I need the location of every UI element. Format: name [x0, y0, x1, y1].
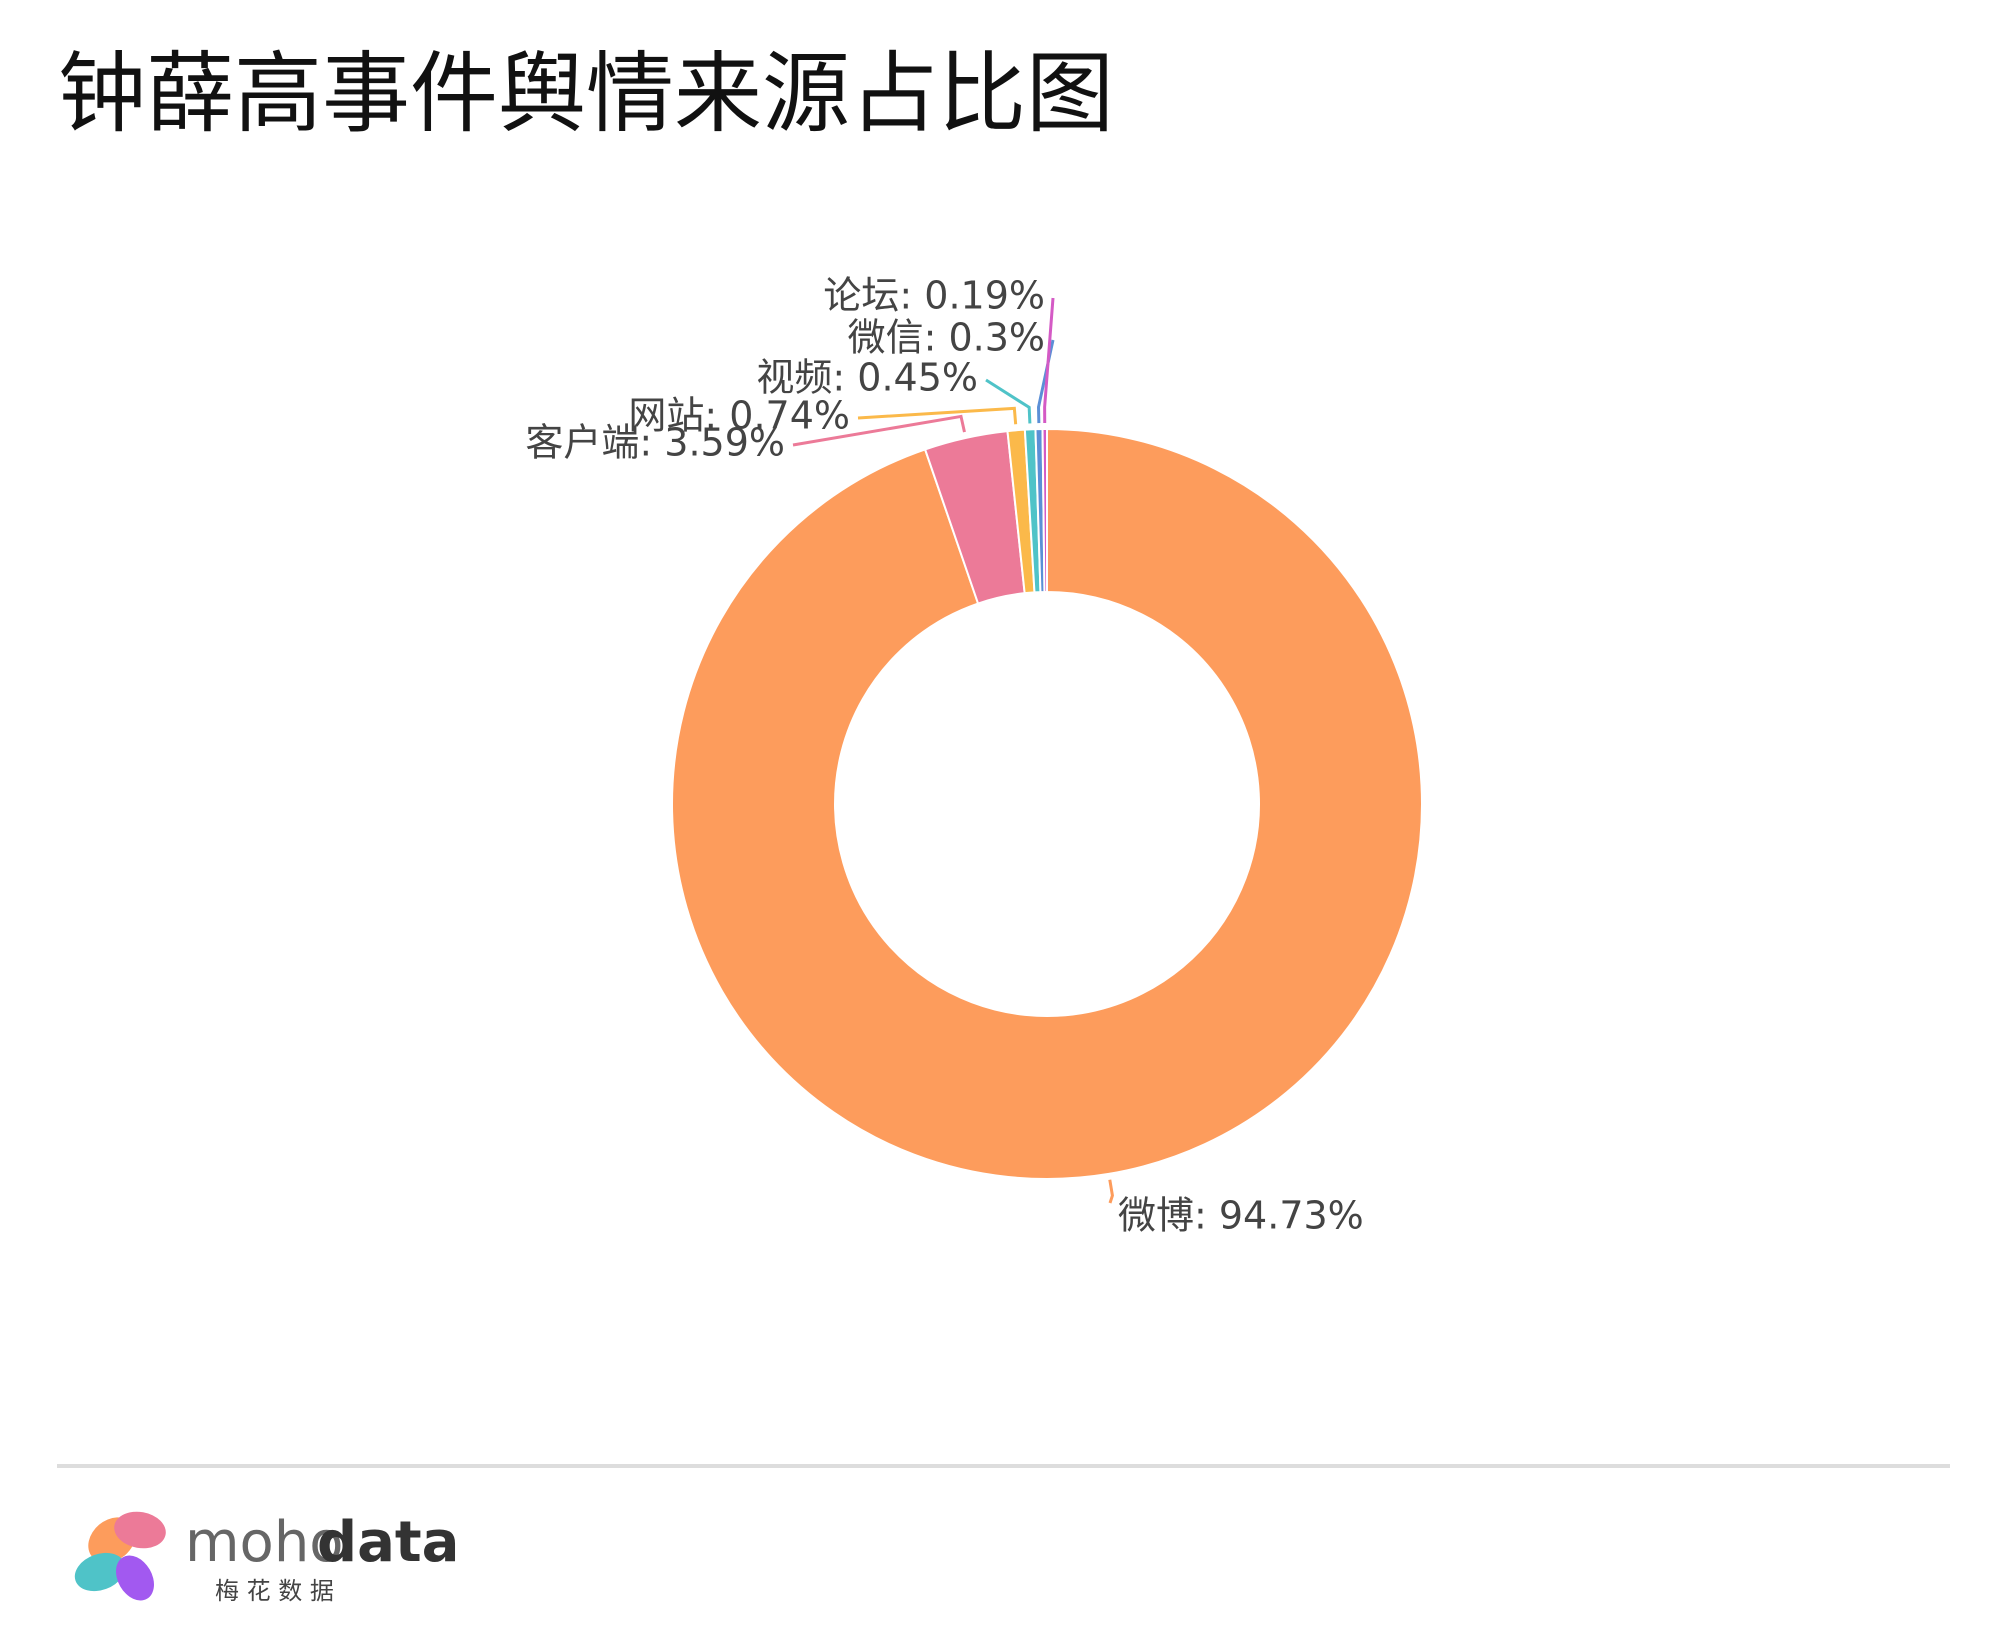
leader-line [1108, 1179, 1114, 1204]
donut-slice [1041, 427, 1048, 594]
brand-sub: 梅 花 数 据 [215, 1577, 334, 1605]
data-label: 论坛: 0.19% [823, 274, 1045, 318]
logo-petal [114, 1511, 166, 1549]
donut-slice [671, 427, 1423, 1180]
data-label: 微信: 0.3% [848, 316, 1045, 360]
data-label: 视频: 0.45% [756, 356, 978, 400]
leader-line [857, 406, 1018, 425]
leader-line [792, 414, 966, 447]
brand-bold: data [317, 1510, 459, 1575]
logo-petal [74, 1552, 126, 1592]
logo: moho data 梅 花 数 据 [74, 1510, 459, 1605]
leader-line [1043, 297, 1055, 424]
brand-light: moho [185, 1510, 344, 1575]
logo-petal [116, 1555, 154, 1601]
data-label: 微博: 94.73% [1118, 1194, 1364, 1238]
data-label: 网站: 0.74% [628, 394, 850, 438]
data-label: 客户端: 3.59% [525, 421, 785, 465]
chart-title: 钟薛高事件舆情来源占比图 [58, 42, 1114, 145]
leader-line [985, 378, 1032, 424]
